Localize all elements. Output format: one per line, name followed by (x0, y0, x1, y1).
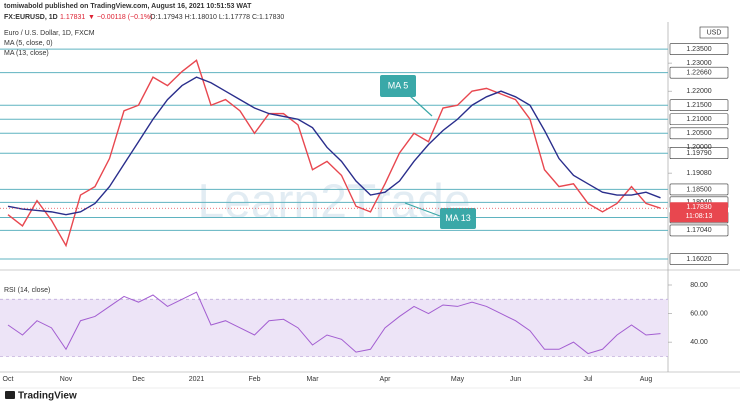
level-label-box (669, 147, 729, 160)
countdown: 11:08:13 (686, 213, 713, 220)
level-label-box (669, 43, 729, 55)
annotation: MA 5 (388, 80, 409, 90)
currency: USD (707, 29, 722, 36)
y-tick-label: 60.00 (690, 310, 708, 317)
level-label-box (669, 99, 729, 112)
x-tick-label: Jul (584, 376, 593, 383)
series-line (7, 59, 661, 248)
x-tick-label: Apr (380, 376, 392, 383)
level-label-box (669, 183, 729, 196)
legend-entry: MA (5, close, 0) (4, 40, 53, 47)
level-label: 1.20500 (686, 130, 711, 137)
y-tick-label: 1.20000 (686, 144, 711, 151)
x-tick-label: Mar (306, 376, 319, 383)
level-label-box (669, 253, 729, 265)
x-tick-label: Dec (132, 376, 145, 383)
change: ▼ −0.00118 (−0.1%) (88, 14, 152, 21)
level-label-box (669, 113, 729, 126)
level-label: 1.23500 (686, 46, 711, 53)
y-tick-label: 1.22000 (686, 88, 711, 95)
level-label-box (669, 66, 729, 79)
brand: TradingView (18, 391, 77, 402)
symbol: FX:EURUSD, 1D (4, 14, 58, 21)
annotation-box (380, 75, 416, 97)
level-label: 1.18500 (686, 186, 711, 193)
currency-box (699, 26, 729, 39)
y-tick-label: 80.00 (690, 282, 708, 289)
last: 1.17831 (60, 14, 85, 21)
y-tick-label: 1.23000 (686, 60, 711, 67)
x-tick-label: Nov (60, 376, 73, 383)
x-tick-label: May (451, 376, 465, 383)
author-line: tomiwabold published on TradingView.com,… (4, 3, 252, 10)
x-tick-label: 2021 (189, 376, 205, 383)
legend-entry: MA (13, close) (4, 50, 49, 57)
last-price-box (670, 202, 728, 223)
annotation: MA 13 (445, 213, 471, 223)
level-label: 1.21500 (686, 102, 711, 109)
series-line (7, 291, 661, 355)
annotation-arrow (404, 202, 441, 217)
level-label: 1.16020 (686, 256, 711, 263)
annotation-box (440, 208, 476, 229)
rsi-band (0, 299, 668, 357)
x-tick-label: Feb (248, 376, 260, 383)
y-tick-label: 1.19080 (686, 170, 711, 177)
x-tick-label: Aug (640, 376, 653, 383)
series-line (7, 76, 661, 216)
level-label: 1.17040 (686, 227, 711, 234)
x-tick-label: Oct (3, 376, 14, 383)
level-label-box (669, 224, 729, 237)
y-tick-label: 40.00 (690, 339, 708, 346)
level-label: 1.21000 (686, 116, 711, 123)
x-tick-label: Jun (510, 376, 521, 383)
level-label: 1.19790 (686, 150, 711, 157)
last-price: 1.17830 (686, 204, 711, 211)
level-label-box (669, 127, 729, 140)
level-label: 1.22660 (686, 70, 711, 77)
chart-title: Euro / U.S. Dollar, 1D, FXCM (4, 30, 95, 37)
brand-logo (5, 391, 15, 399)
chart-title: RSI (14, close) (4, 287, 50, 294)
ohlc: O:1.17943 H:1.18010 L:1.17778 C:1.17830 (150, 14, 284, 21)
annotation-arrow (409, 95, 433, 117)
